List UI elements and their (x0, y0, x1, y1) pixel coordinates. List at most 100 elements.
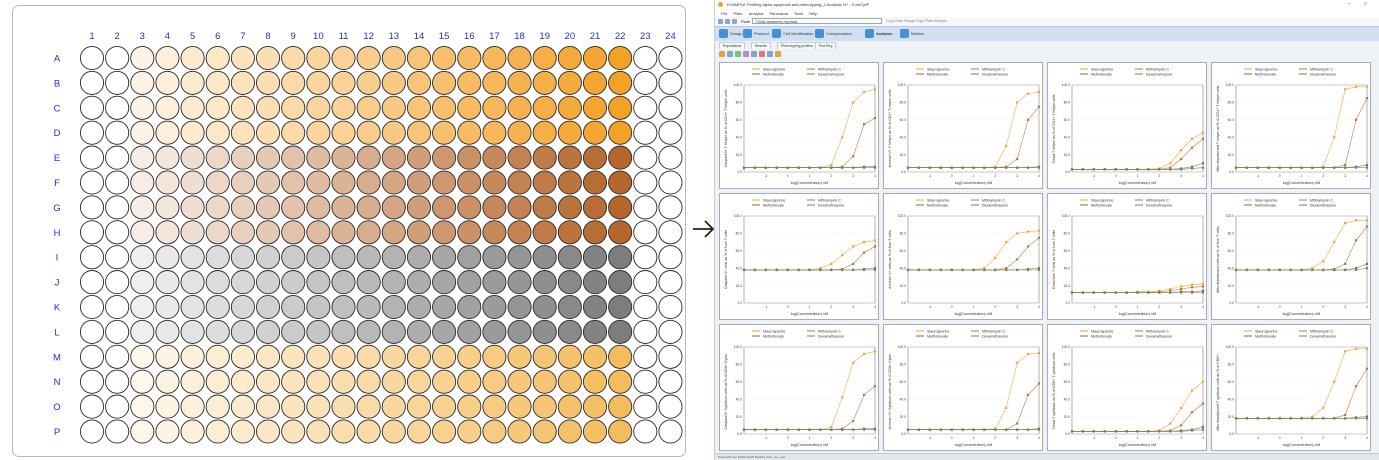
well[interactable] (105, 95, 130, 120)
well[interactable] (507, 270, 532, 295)
well[interactable] (331, 195, 356, 220)
well[interactable] (255, 195, 281, 220)
plate-select[interactable]: T-Cells treatment_my.mask (752, 18, 882, 24)
well[interactable] (381, 220, 406, 245)
well[interactable] (331, 120, 356, 145)
well[interactable] (658, 220, 683, 245)
well[interactable] (507, 145, 532, 170)
well[interactable] (633, 319, 658, 344)
export-icon[interactable] (735, 51, 741, 57)
well[interactable] (105, 270, 130, 295)
well[interactable] (205, 319, 230, 344)
well[interactable] (306, 95, 331, 120)
well[interactable] (180, 344, 205, 369)
well[interactable] (281, 344, 306, 369)
well[interactable] (658, 95, 683, 120)
well[interactable] (356, 95, 381, 120)
well[interactable] (633, 245, 658, 270)
well[interactable] (105, 319, 130, 344)
well[interactable] (532, 45, 557, 71)
well[interactable] (532, 394, 557, 419)
well[interactable] (356, 294, 381, 320)
well[interactable] (457, 170, 482, 195)
well[interactable] (331, 394, 356, 419)
well[interactable] (507, 369, 532, 394)
well[interactable] (432, 120, 457, 145)
well[interactable] (457, 95, 482, 120)
well[interactable] (532, 120, 557, 145)
well[interactable] (331, 319, 356, 344)
ribbon-compensation[interactable]: Compensation (815, 29, 852, 38)
well[interactable] (457, 195, 482, 220)
well[interactable] (79, 319, 105, 344)
well[interactable] (155, 170, 180, 195)
well[interactable] (406, 294, 432, 320)
well[interactable] (507, 394, 532, 419)
well[interactable] (281, 95, 306, 120)
well[interactable] (608, 195, 633, 220)
well[interactable] (306, 70, 331, 95)
well[interactable] (130, 270, 155, 295)
well[interactable] (306, 245, 331, 270)
well[interactable] (356, 319, 381, 344)
well[interactable] (381, 145, 406, 170)
copy-plate-links[interactable]: Copy Plate Design Copy Plate Analysis (886, 19, 947, 23)
well[interactable] (331, 95, 356, 120)
well[interactable] (557, 394, 582, 419)
well[interactable] (255, 70, 281, 95)
menu-item-help[interactable]: Help (809, 11, 818, 16)
well[interactable] (633, 220, 658, 245)
well[interactable] (557, 70, 582, 95)
well[interactable] (432, 319, 457, 344)
well[interactable] (331, 45, 356, 71)
well[interactable] (356, 394, 381, 419)
well[interactable] (205, 45, 230, 71)
chart-panel[interactable]: Staurosporine Mithramycin C Methotrexate De… (883, 193, 1043, 320)
well[interactable] (608, 245, 633, 270)
well[interactable] (255, 95, 281, 120)
chart-panel[interactable]: Staurosporine Mithramycin C Methotrexate De… (883, 324, 1043, 451)
menu-item-analysis[interactable]: Analysis (748, 11, 764, 16)
well[interactable] (356, 270, 381, 295)
well[interactable] (205, 170, 230, 195)
well[interactable] (482, 120, 507, 145)
chart-panel[interactable]: Staurosporine Mithramycin C Methotrexate De… (1211, 324, 1371, 451)
well[interactable] (255, 120, 281, 145)
well[interactable] (432, 145, 457, 170)
well[interactable] (381, 95, 406, 120)
well[interactable] (155, 319, 180, 344)
well[interactable] (532, 270, 557, 295)
well[interactable] (205, 95, 230, 120)
well[interactable] (230, 294, 255, 320)
menu-item-file[interactable]: File (721, 11, 728, 16)
well[interactable] (633, 195, 658, 220)
well[interactable] (205, 120, 230, 145)
well[interactable] (281, 45, 306, 71)
well[interactable] (633, 369, 658, 394)
well[interactable] (381, 195, 406, 220)
well[interactable] (79, 245, 105, 270)
well[interactable] (130, 145, 155, 170)
well[interactable] (180, 394, 205, 419)
well[interactable] (281, 120, 306, 145)
well[interactable] (230, 195, 255, 220)
well[interactable] (557, 344, 582, 369)
well[interactable] (230, 394, 255, 419)
well[interactable] (79, 95, 105, 120)
well[interactable] (331, 270, 356, 295)
open-icon[interactable] (725, 19, 730, 24)
well[interactable] (79, 294, 105, 320)
well[interactable] (79, 270, 105, 295)
well[interactable] (457, 344, 482, 369)
well[interactable] (155, 369, 180, 394)
well[interactable] (482, 245, 507, 270)
well[interactable] (230, 70, 255, 95)
well[interactable] (155, 120, 180, 145)
well[interactable] (180, 95, 205, 120)
well[interactable] (281, 419, 306, 444)
well[interactable] (432, 95, 457, 120)
well[interactable] (532, 294, 557, 320)
well[interactable] (381, 120, 406, 145)
well[interactable] (306, 120, 331, 145)
well[interactable] (356, 195, 381, 220)
